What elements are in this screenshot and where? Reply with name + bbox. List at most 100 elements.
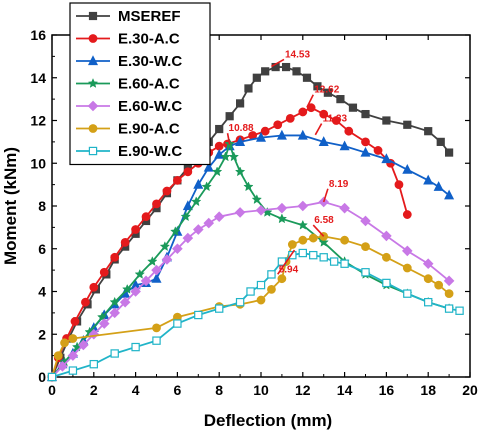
data-point-e-90-w-c — [444, 304, 454, 313]
x-tick-label: 8 — [215, 382, 223, 398]
data-point-e-30-w-c — [381, 153, 392, 164]
data-point-e-30-w-c — [235, 136, 246, 146]
data-point-e-90-a-c — [152, 323, 161, 333]
data-point-mseref — [281, 62, 291, 72]
data-point-e-60-a-c — [147, 256, 158, 266]
data-point-e-60-a-c — [180, 211, 191, 222]
legend-item-e-30-w-c: E.30-W.C — [76, 53, 182, 70]
data-point-e-60-a-c — [191, 196, 202, 207]
data-point-e-60-a-c — [228, 151, 240, 162]
data-point-e-30-a-c — [373, 146, 383, 155]
annotation-label: 5.94 — [279, 264, 299, 275]
data-point-e-30-a-c — [298, 107, 308, 117]
data-point-e-90-a-c — [60, 338, 69, 348]
series-line-e-30-a-c — [51, 106, 409, 378]
data-point-e-90-w-c — [173, 319, 182, 328]
data-point-e-90-a-c — [256, 295, 266, 305]
legend-swatch-marker — [87, 55, 99, 66]
data-point-e-60-a-c — [251, 194, 263, 204]
data-point-mseref — [424, 127, 433, 136]
data-point-e-90-w-c — [215, 304, 224, 313]
data-point-e-60-a-c — [243, 181, 254, 192]
data-point-e-30-a-c — [214, 141, 224, 151]
plot-area: 0 2 4 6 8 10 12 14 16 18 20 0 2 4 6 8 10 12 14 16 — [30, 27, 478, 398]
legend-label: E.90-W.C — [118, 143, 182, 160]
data-point-e-30-a-c — [131, 225, 141, 234]
annotation-label: 6.58 — [314, 215, 334, 226]
data-point-mseref — [403, 120, 412, 129]
data-point-e-60-a-c — [211, 166, 223, 177]
data-point-mseref — [445, 148, 454, 157]
x-tick-label: 12 — [295, 382, 311, 398]
data-point-e-90-w-c — [47, 372, 57, 382]
annotation-leader — [271, 58, 285, 68]
data-point-e-90-a-c — [382, 252, 391, 262]
legend-swatch-marker — [88, 146, 98, 156]
data-point-e-60-w-c — [203, 217, 215, 229]
legend-item-mseref: MSEREF — [76, 8, 181, 25]
data-point-e-60-w-c — [78, 339, 89, 351]
data-point-e-60-w-c — [192, 224, 204, 235]
data-point-mseref — [336, 95, 345, 104]
data-point-e-90-a-c — [287, 240, 297, 249]
annotation-leader — [314, 123, 323, 136]
annotation-label: 12.62 — [314, 85, 339, 96]
data-point-e-90-w-c — [319, 253, 328, 262]
y-tick-label: 12 — [30, 113, 46, 129]
data-point-e-90-a-c — [277, 274, 287, 284]
legend-swatch-marker — [88, 34, 98, 43]
data-point-e-30-a-c — [331, 116, 341, 125]
data-point-e-30-a-c — [361, 137, 370, 147]
data-point-e-30-w-c — [360, 146, 371, 157]
data-point-e-60-w-c — [182, 232, 194, 244]
annotation-label: 14.53 — [285, 49, 310, 60]
data-point-mseref — [261, 67, 270, 76]
data-point-e-90-a-c — [402, 263, 412, 273]
data-point-e-90-w-c — [68, 366, 78, 375]
data-point-mseref — [348, 103, 358, 112]
data-point-e-60-w-c — [140, 275, 152, 287]
data-point-e-90-w-c — [340, 259, 349, 268]
data-point-e-60-w-c — [109, 307, 121, 319]
legend-swatch-marker — [87, 78, 99, 88]
data-point-e-60-a-c — [297, 219, 308, 230]
legend-label: E.60-W.C — [118, 98, 182, 115]
data-point-mseref — [252, 73, 261, 82]
data-point-e-30-a-c — [344, 126, 354, 136]
data-point-e-60-w-c — [161, 254, 173, 265]
annotation-label: 8.19 — [329, 179, 349, 190]
data-point-e-30-w-c — [182, 200, 193, 211]
data-point-e-30-a-c — [89, 282, 99, 292]
data-point-e-90-w-c — [152, 336, 161, 345]
y-tick-label: 10 — [30, 155, 46, 171]
x-tick-label: 2 — [90, 382, 98, 398]
data-point-e-30-a-c — [273, 120, 283, 130]
data-point-e-90-w-c — [277, 257, 287, 266]
data-point-e-60-w-c — [297, 200, 309, 212]
data-point-e-30-a-c — [173, 175, 182, 185]
data-point-e-90-w-c — [288, 250, 297, 260]
data-point-e-30-a-c — [306, 103, 316, 113]
data-point-mseref — [215, 124, 224, 134]
data-point-e-30-w-c — [276, 129, 287, 140]
data-point-e-60-w-c — [98, 318, 110, 329]
data-point-e-90-w-c — [194, 310, 203, 320]
data-point-e-30-w-c — [151, 272, 162, 283]
legend-label: E.30-A.C — [118, 31, 180, 48]
data-point-e-30-a-c — [319, 109, 329, 119]
data-point-e-90-w-c — [267, 270, 276, 279]
data-point-e-90-a-c — [308, 233, 318, 243]
data-point-e-60-a-c — [201, 181, 212, 192]
x-tick-label: 14 — [337, 382, 353, 398]
data-point-mseref — [302, 73, 312, 82]
data-point-e-30-a-c — [183, 167, 193, 177]
legend-label: E.30-W.C — [118, 53, 182, 70]
annotation-leader — [322, 188, 329, 203]
data-point-mseref — [382, 116, 391, 125]
y-tick-label: 6 — [38, 241, 46, 257]
data-point-e-90-w-c — [382, 278, 391, 288]
x-tick-label: 18 — [420, 382, 436, 398]
data-point-e-60-w-c — [213, 211, 225, 222]
data-point-e-90-w-c — [89, 359, 98, 369]
